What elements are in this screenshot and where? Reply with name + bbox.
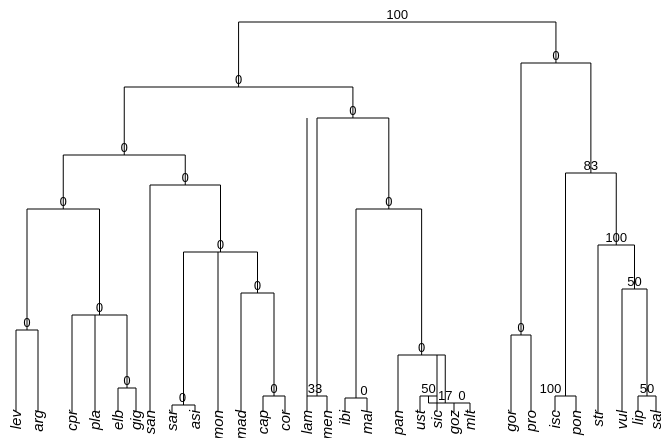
support-n16: 0 [418, 340, 425, 355]
leaf-label-pan: pan [390, 410, 407, 436]
leaf-label-mad: mad [233, 409, 250, 438]
support-n11: 33 [308, 381, 322, 396]
support-n24: 100 [605, 230, 627, 245]
support-n17: 0 [385, 194, 392, 209]
leaf-label-goz: goz [446, 410, 463, 435]
leaf-label-ust: ust [412, 409, 429, 430]
support-n3: 0 [96, 300, 103, 315]
support-n14: 0 [458, 388, 465, 403]
support-n7: 0 [254, 278, 261, 293]
leaf-label-arg: arg [30, 409, 47, 431]
leaf-label-pla: pla [87, 410, 104, 431]
support-n26: 0 [552, 48, 559, 63]
leaf-label-san: san [142, 410, 159, 434]
support-n23: 50 [627, 274, 641, 289]
support-n21: 100 [540, 381, 562, 396]
leaf-label-vul: vul [614, 409, 631, 429]
leaf-label-gor: gor [503, 409, 520, 432]
support-n9: 0 [182, 170, 189, 185]
support-n18: 0 [349, 103, 356, 118]
leaf-label-sic: sic [429, 410, 446, 429]
leaf-label-gig: gig [128, 409, 145, 430]
dendrogram-edges [15, 21, 657, 412]
leaf-label-cpr: cpr [64, 409, 81, 431]
leaf-label-pro: pro [523, 410, 540, 433]
support-n13: 50 [421, 381, 435, 396]
leaf-label-ibi: ibi [337, 409, 354, 425]
support-n15: 17 [438, 388, 452, 403]
support-values: 0 0 0 0 0 0 0 0 0 0 33 0 50 0 17 0 0 0 0 0 100 50 50 100 83 0 100 [23, 7, 654, 405]
support-n12: 0 [360, 383, 367, 398]
support-n5: 0 [179, 390, 186, 405]
leaf-label-pon: pon [568, 410, 585, 436]
leaf-label-sar: sar [164, 409, 181, 431]
support-n10: 0 [121, 140, 128, 155]
leaf-label-asi: asi [187, 409, 204, 429]
support-n8: 0 [217, 237, 224, 252]
leaf-label-cor: cor [277, 409, 294, 431]
support-n6: 0 [270, 381, 277, 396]
support-n4: 0 [60, 194, 67, 209]
leaf-label-mal: mal [359, 409, 376, 434]
leaf-label-mlt: mlt [462, 409, 479, 430]
leaf-label-elb: elb [110, 410, 127, 430]
support-n2: 0 [123, 373, 130, 388]
leaf-label-sal: sal [648, 409, 665, 429]
support-n1: 0 [23, 315, 30, 330]
leaf-label-men: men [319, 410, 336, 438]
leaf-label-lip: lip [630, 410, 647, 425]
leaf-label-lam: lam [299, 410, 316, 434]
support-n19: 0 [235, 72, 242, 87]
leaf-label-str: str [590, 409, 607, 427]
leaf-label-mon: mon [210, 410, 227, 438]
support-n22: 50 [640, 381, 654, 396]
leaf-label-isc: isc [547, 410, 564, 429]
support-root: 100 [386, 7, 408, 22]
support-n20: 0 [517, 320, 524, 335]
leaf-label-cap: cap [255, 410, 272, 434]
support-n25: 83 [584, 158, 598, 173]
leaf-label-lev: lev [8, 409, 25, 430]
